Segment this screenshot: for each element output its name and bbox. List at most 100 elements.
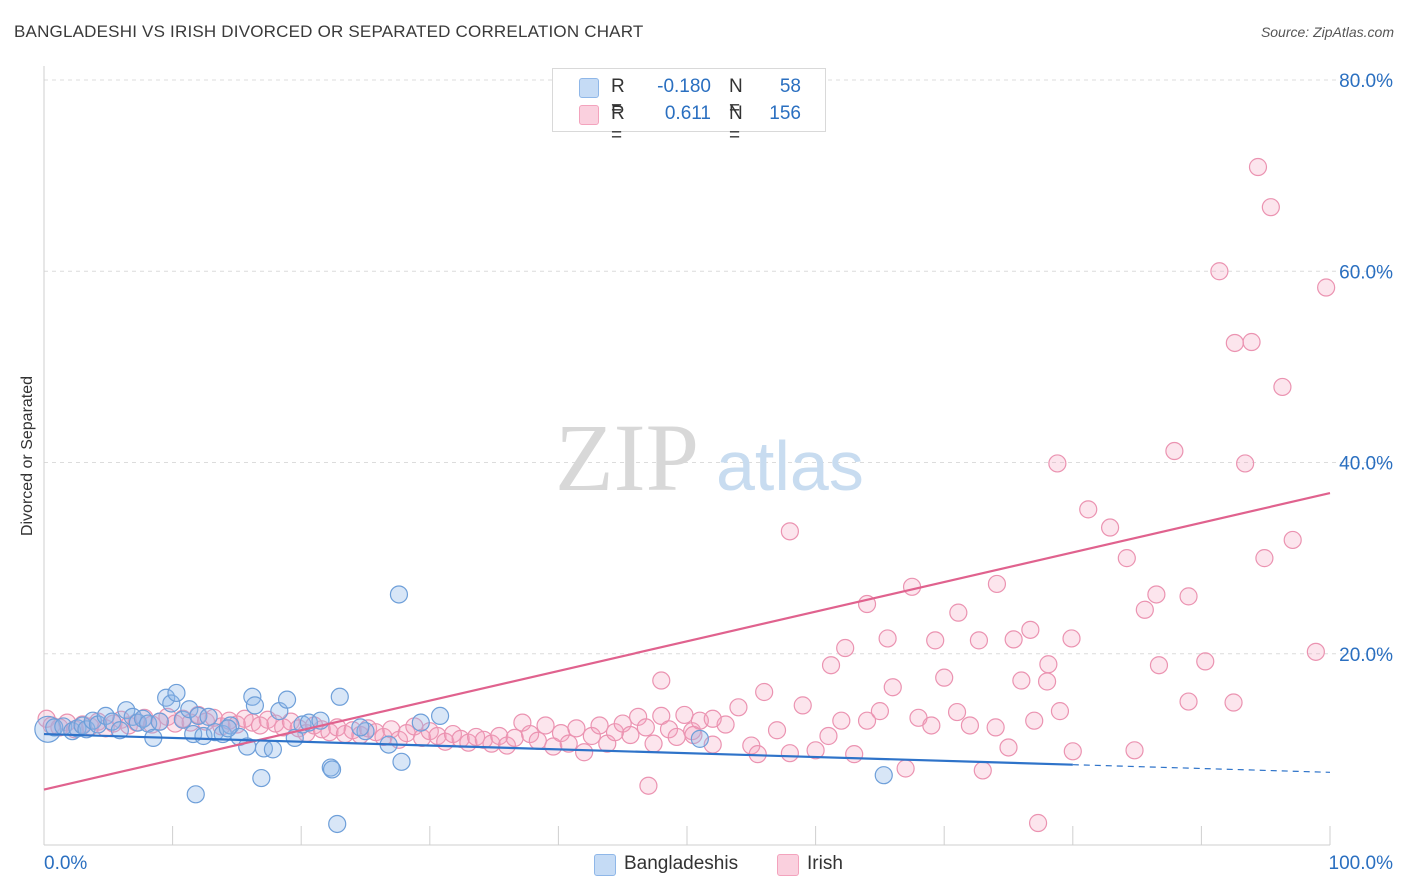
data-point-irish: [1063, 742, 1082, 761]
data-point-bangladeshis: [277, 690, 297, 709]
data-point-bangladeshis: [245, 696, 265, 715]
data-point-irish: [999, 738, 1018, 757]
data-point-irish: [590, 716, 609, 735]
data-point-bangladeshis: [351, 718, 370, 737]
data-point-irish: [870, 702, 890, 721]
data-point-irish: [1179, 587, 1198, 606]
data-point-bangladeshis: [110, 721, 129, 740]
data-point-irish: [935, 668, 954, 687]
data-point-irish: [806, 741, 825, 760]
data-point-irish: [1283, 530, 1302, 550]
source-label: Source: ZipAtlas.com: [1260, 24, 1394, 40]
data-point-irish: [575, 743, 594, 762]
legend-swatch-irish: [777, 854, 799, 876]
data-point-bangladeshis: [430, 706, 450, 726]
data-point-irish: [1273, 377, 1292, 397]
data-point-bangladeshis: [167, 683, 186, 703]
y-tick-label: 80.0%: [1339, 71, 1393, 92]
x-tick-label: 0.0%: [44, 853, 87, 874]
data-point-irish: [878, 629, 897, 648]
r-label: R =: [611, 103, 625, 146]
data-point-bangladeshis: [389, 585, 409, 604]
data-point-irish: [1306, 642, 1325, 661]
data-point-irish: [1039, 655, 1058, 674]
data-point-irish: [845, 745, 864, 764]
n-label: N =: [729, 103, 743, 146]
legend-label: Bangladeshis: [624, 853, 739, 874]
data-point-irish: [636, 718, 655, 737]
data-point-irish: [986, 718, 1005, 737]
data-point-irish: [896, 759, 915, 778]
data-point-irish: [1236, 454, 1255, 473]
axes: [43, 66, 1331, 846]
data-point-bangladeshis: [157, 688, 176, 707]
data-point-irish: [544, 737, 563, 756]
data-point-irish: [505, 728, 524, 748]
data-point-irish: [926, 631, 945, 650]
data-point-bangladeshis: [392, 752, 411, 771]
data-point-irish: [652, 706, 671, 726]
data-point-irish: [1248, 157, 1268, 177]
data-point-bangladeshis: [874, 766, 893, 785]
data-point-bangladeshis: [690, 729, 709, 748]
r-value: -0.180: [657, 76, 711, 97]
trend-line-bangladeshis: [43, 732, 1073, 766]
data-point-irish: [497, 736, 517, 755]
watermark-atlas: atlas: [716, 427, 864, 505]
tick-labels: 20.0% 40.0% 60.0% 80.0% 0.0% 100.0%: [44, 71, 1393, 874]
data-point-irish: [987, 574, 1007, 594]
data-point-bangladeshis: [322, 760, 342, 779]
data-point-irish: [793, 696, 812, 715]
stats-swatch-irish: [579, 105, 599, 125]
data-point-irish: [1147, 585, 1166, 604]
legend: Bangladeshis Irish: [0, 852, 1406, 878]
data-point-irish: [1242, 332, 1261, 352]
data-point-irish: [621, 725, 640, 745]
data-point-irish: [675, 705, 694, 725]
data-point-bangladeshis: [263, 740, 283, 759]
data-point-irish: [536, 716, 555, 735]
data-point-irish: [490, 726, 509, 746]
data-point-irish: [1317, 278, 1336, 297]
data-point-bangladeshis: [139, 714, 158, 733]
data-point-irish: [567, 719, 586, 738]
y-axis-label: Divorced or Separated: [19, 375, 36, 537]
series-bangladeshis-points: [34, 585, 893, 834]
data-point-irish: [1210, 262, 1229, 281]
data-point-bangladeshis: [199, 707, 218, 726]
data-point-irish: [652, 671, 671, 690]
data-point-irish: [528, 731, 547, 750]
data-point-irish: [1079, 500, 1098, 519]
data-point-irish: [922, 716, 941, 735]
data-point-irish: [729, 698, 748, 717]
data-point-irish: [832, 711, 851, 730]
data-point-irish: [857, 711, 877, 730]
data-point-irish: [949, 603, 968, 622]
data-point-bangladeshis: [150, 712, 169, 731]
data-point-irish: [1165, 441, 1184, 461]
data-point-irish: [639, 776, 658, 795]
y-tick-label: 60.0%: [1339, 262, 1393, 283]
data-point-irish: [780, 522, 799, 541]
data-point-irish: [973, 761, 992, 780]
data-point-irish: [559, 734, 578, 753]
data-point-bangladeshis: [252, 768, 271, 788]
data-point-bangladeshis: [162, 694, 181, 713]
data-point-irish: [902, 577, 922, 596]
data-point-irish: [780, 744, 799, 763]
stats-swatch-bangladeshis: [579, 78, 599, 98]
data-point-bangladeshis: [218, 719, 237, 738]
data-point-irish: [644, 734, 663, 753]
trend-lines: [43, 492, 1331, 791]
n-value: 58: [779, 76, 801, 97]
data-point-bangladeshis: [180, 700, 199, 719]
data-point-irish: [1037, 672, 1057, 691]
data-point-irish: [821, 656, 841, 675]
data-point-irish: [1028, 813, 1048, 833]
n-label: N =: [729, 76, 743, 119]
data-point-irish: [947, 702, 967, 722]
data-point-irish: [1021, 620, 1040, 639]
data-point-bangladeshis: [117, 701, 136, 720]
data-point-irish: [836, 638, 855, 658]
data-point-irish: [1225, 333, 1244, 353]
